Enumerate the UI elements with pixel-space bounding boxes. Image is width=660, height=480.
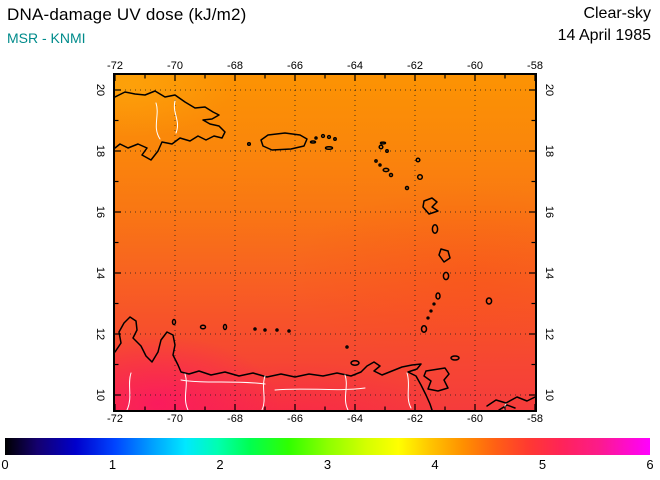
lon-tick-label: -60 xyxy=(467,60,483,72)
lat-tick-label: 14 xyxy=(94,266,106,280)
colorbar-tick-label: 6 xyxy=(646,457,654,472)
orinoco-delta-coast xyxy=(486,396,535,410)
puerto-rico-coastline xyxy=(260,132,308,151)
lat-axis-left: 20 18 16 14 12 10 xyxy=(90,75,110,410)
colorbar-tick-label: 5 xyxy=(538,457,547,472)
virgin-islands xyxy=(246,133,337,151)
lon-axis-bottom: -72 -70 -68 -66 -64 -62 -60 -58 xyxy=(107,413,543,426)
venezuela-river-1 xyxy=(184,373,189,410)
date-label: 14 April 1985 xyxy=(557,27,651,44)
trinidad-coastline xyxy=(423,367,450,392)
condition-label: Clear-sky xyxy=(583,5,651,22)
colombia-border xyxy=(126,372,132,410)
lat-tick-label: 10 xyxy=(94,388,106,402)
map-plot-area xyxy=(113,73,537,412)
lon-tick-label: -66 xyxy=(287,413,303,425)
lon-tick-label: -58 xyxy=(527,413,543,425)
lon-tick-label: -58 xyxy=(527,60,543,72)
lon-tick-label: -68 xyxy=(227,413,243,425)
venezuela-river-2 xyxy=(261,375,266,410)
coastlines xyxy=(115,90,535,410)
venezuela-river-5 xyxy=(180,379,266,385)
axis-ticks xyxy=(115,75,535,410)
lon-tick-label: -66 xyxy=(287,60,303,72)
venezuela-river-3 xyxy=(344,374,349,410)
lon-tick-label: -64 xyxy=(347,60,363,72)
colorbar-tick-label: 0 xyxy=(1,457,9,472)
lat-tick-label: 14 xyxy=(543,266,555,280)
colorbar-tick-label: 2 xyxy=(216,457,224,472)
lon-tick-label: -72 xyxy=(107,60,123,72)
lon-tick-label: -60 xyxy=(467,413,483,425)
lat-axis-right: 20 18 16 14 12 10 xyxy=(539,75,559,410)
inland-borders xyxy=(126,100,507,410)
lat-tick-label: 10 xyxy=(543,388,555,402)
source-label: MSR - KNMI xyxy=(7,30,86,46)
colorbar-tick-labels: 0 1 2 3 4 5 6 xyxy=(1,457,654,473)
tobago-coastline xyxy=(450,355,460,361)
lat-tick-label: 16 xyxy=(543,205,555,219)
hispaniola-border-river xyxy=(155,102,161,140)
lon-tick-label: -68 xyxy=(227,60,243,72)
hispaniola-river xyxy=(173,100,179,134)
lat-tick-label: 18 xyxy=(94,144,106,158)
venezuela-coastline xyxy=(115,316,433,410)
lon-tick-label: -72 xyxy=(107,413,123,425)
map-overlay xyxy=(115,75,535,410)
lon-tick-label: -64 xyxy=(347,413,363,425)
lon-tick-label: -62 xyxy=(407,413,423,425)
lon-tick-label: -70 xyxy=(167,413,183,425)
venezuela-river-6 xyxy=(274,387,366,391)
page-title: DNA-damage UV dose (kJ/m2) xyxy=(7,5,247,24)
lat-tick-label: 12 xyxy=(94,327,106,341)
header-right: Clear-sky 14 April 1985 xyxy=(558,5,651,45)
colorbar-tick-label: 4 xyxy=(431,457,439,472)
lesser-antilles-islands xyxy=(374,141,493,333)
lon-axis-top: -72 -70 -68 -66 -64 -62 -60 -58 xyxy=(107,60,543,73)
lat-tick-label: 18 xyxy=(543,144,555,158)
venezuela-river-4 xyxy=(406,372,412,409)
lat-tick-label: 20 xyxy=(94,83,106,97)
graticule-grid xyxy=(115,75,535,410)
colorbar-tick-label: 1 xyxy=(108,457,117,472)
lon-tick-label: -70 xyxy=(167,60,183,72)
uv-dose-heatmap-field xyxy=(115,75,535,410)
lat-tick-label: 16 xyxy=(94,205,106,219)
lat-tick-label: 12 xyxy=(543,327,555,341)
hispaniola-coastline xyxy=(115,90,226,161)
abc-and-offshore-islands xyxy=(171,318,360,366)
lon-tick-label: -62 xyxy=(407,60,423,72)
colorbar-gradient xyxy=(5,438,650,455)
lat-tick-label: 20 xyxy=(543,83,555,97)
colorbar-tick-label: 3 xyxy=(323,457,332,472)
